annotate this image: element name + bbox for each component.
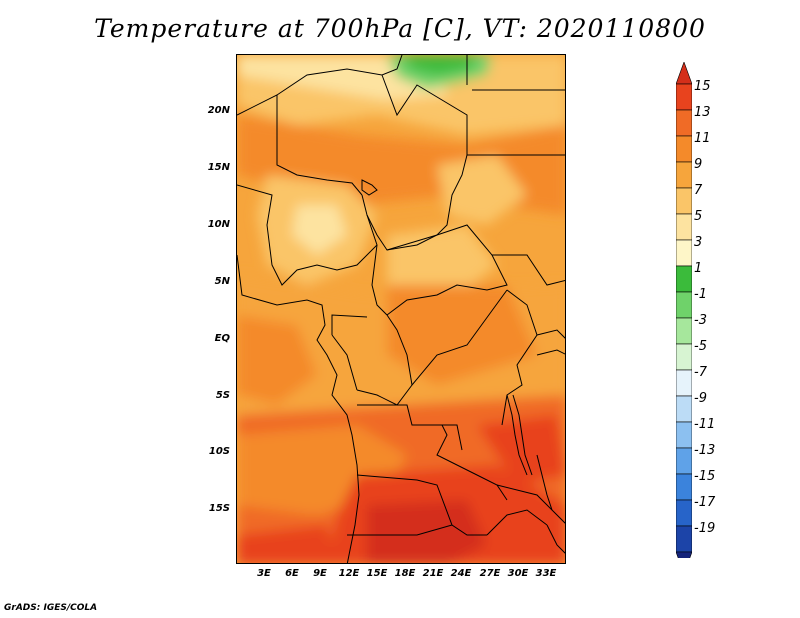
colorbar-label-13: 13 — [694, 105, 711, 120]
y-label-20n: 20N — [207, 105, 230, 116]
x-label-3e: 3E — [257, 568, 271, 579]
colorbar-swatch — [676, 473, 692, 501]
colorbar-label-m15: -15 — [694, 469, 716, 484]
colorbar-swatch — [676, 395, 692, 423]
x-label-15e: 15E — [366, 568, 388, 579]
colorbar-label-m1: -1 — [694, 287, 707, 302]
colorbar-label-7: 7 — [694, 183, 703, 198]
colorbar-label-9: 9 — [694, 157, 703, 172]
colorbar-swatch — [676, 317, 692, 345]
colorbar-label-15: 15 — [694, 79, 711, 94]
colorbar-label-m7: -7 — [694, 365, 707, 380]
colorbar-label-m13: -13 — [694, 443, 716, 458]
y-label-10s: 10S — [208, 446, 230, 457]
colorbar-swatch — [676, 83, 692, 111]
colorbar-swatch — [676, 265, 692, 293]
colorbar-label-m19: -19 — [694, 521, 716, 536]
x-label-12e: 12E — [338, 568, 360, 579]
map-canvas — [237, 55, 565, 563]
colorbar-swatch — [676, 447, 692, 475]
x-label-30e: 30E — [507, 568, 529, 579]
colorbar-swatch — [676, 499, 692, 527]
colorbar-label-m5: -5 — [694, 339, 707, 354]
footer-credit: GrADS: IGES/COLA — [4, 603, 98, 613]
colorbar-swatch — [676, 135, 692, 163]
y-label-10n: 10N — [207, 219, 230, 230]
y-label-eq: EQ — [214, 333, 230, 344]
colorbar-top-cap — [676, 62, 692, 85]
colorbar-bottom-cap — [676, 551, 692, 558]
colorbar-label-m17: -17 — [694, 495, 716, 510]
x-label-27e: 27E — [479, 568, 501, 579]
colorbar-label-1: 1 — [694, 261, 703, 276]
x-label-21e: 21E — [422, 568, 444, 579]
colorbar-label-11: 11 — [694, 131, 711, 146]
x-label-24e: 24E — [450, 568, 472, 579]
colorbar-swatch — [676, 109, 692, 137]
x-label-6e: 6E — [285, 568, 299, 579]
colorbar-swatch — [676, 369, 692, 397]
plot-title: Temperature at 700hPa [C], VT: 202011080… — [94, 14, 706, 43]
colorbar-label-5: 5 — [694, 209, 703, 224]
colorbar-swatch — [676, 291, 692, 319]
y-label-5s: 5S — [215, 390, 230, 401]
x-label-9e: 9E — [313, 568, 327, 579]
colorbar — [676, 62, 692, 558]
country-borders — [237, 55, 565, 563]
temperature-map — [236, 54, 566, 564]
colorbar-swatch — [676, 239, 692, 267]
colorbar-swatch — [676, 421, 692, 449]
y-label-5n: 5N — [214, 276, 230, 287]
colorbar-swatch — [676, 161, 692, 189]
colorbar-label-m9: -9 — [694, 391, 707, 406]
colorbar-swatch — [676, 187, 692, 215]
colorbar-label-m11: -11 — [694, 417, 716, 432]
colorbar-swatch — [676, 213, 692, 241]
y-label-15s: 15S — [208, 503, 230, 514]
x-label-18e: 18E — [394, 568, 416, 579]
y-label-15n: 15N — [207, 162, 230, 173]
colorbar-swatch — [676, 525, 692, 553]
colorbar-swatch — [676, 343, 692, 371]
x-label-33e: 33E — [535, 568, 557, 579]
colorbar-label-3: 3 — [694, 235, 703, 250]
colorbar-label-m3: -3 — [694, 313, 707, 328]
